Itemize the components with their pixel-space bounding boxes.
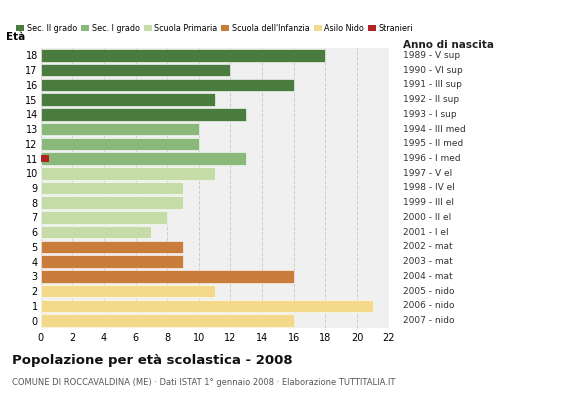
Bar bbox=[41, 93, 215, 106]
Text: Popolazione per età scolastica - 2008: Popolazione per età scolastica - 2008 bbox=[12, 354, 292, 367]
Text: 2002 - mat: 2002 - mat bbox=[403, 242, 453, 252]
Bar bbox=[41, 314, 293, 327]
Text: Anno di nascita: Anno di nascita bbox=[403, 40, 494, 50]
Text: 1991 - III sup: 1991 - III sup bbox=[403, 80, 462, 89]
Bar bbox=[41, 123, 199, 135]
Text: 2005 - nido: 2005 - nido bbox=[403, 287, 455, 296]
Text: 2000 - II el: 2000 - II el bbox=[403, 213, 451, 222]
Bar bbox=[41, 152, 246, 165]
Text: 1989 - V sup: 1989 - V sup bbox=[403, 51, 460, 60]
Text: 1995 - II med: 1995 - II med bbox=[403, 139, 463, 148]
Text: 1992 - II sup: 1992 - II sup bbox=[403, 95, 459, 104]
Text: 1997 - V el: 1997 - V el bbox=[403, 169, 452, 178]
Legend: Sec. II grado, Sec. I grado, Scuola Primaria, Scuola dell'Infanzia, Asilo Nido, : Sec. II grado, Sec. I grado, Scuola Prim… bbox=[16, 24, 413, 33]
Bar bbox=[41, 256, 183, 268]
Bar bbox=[41, 138, 199, 150]
Text: 2006 - nido: 2006 - nido bbox=[403, 301, 455, 310]
Bar bbox=[41, 241, 183, 253]
Text: 1998 - IV el: 1998 - IV el bbox=[403, 184, 455, 192]
Text: 1999 - III el: 1999 - III el bbox=[403, 198, 454, 207]
Bar bbox=[41, 226, 151, 238]
Bar bbox=[41, 49, 325, 62]
Bar bbox=[41, 182, 183, 194]
Text: 1990 - VI sup: 1990 - VI sup bbox=[403, 66, 463, 75]
Bar bbox=[41, 167, 215, 180]
Bar bbox=[41, 108, 246, 120]
Bar bbox=[41, 285, 215, 298]
Bar bbox=[41, 64, 230, 76]
Text: COMUNE DI ROCCAVALDINA (ME) · Dati ISTAT 1° gennaio 2008 · Elaborazione TUTTITAL: COMUNE DI ROCCAVALDINA (ME) · Dati ISTAT… bbox=[12, 378, 395, 387]
Bar bbox=[41, 196, 183, 209]
Text: 2003 - mat: 2003 - mat bbox=[403, 257, 453, 266]
Text: 1993 - I sup: 1993 - I sup bbox=[403, 110, 456, 119]
Bar bbox=[41, 155, 49, 162]
Bar bbox=[41, 300, 373, 312]
Text: Età: Età bbox=[6, 32, 25, 42]
Text: 1996 - I med: 1996 - I med bbox=[403, 154, 461, 163]
Bar bbox=[41, 211, 167, 224]
Text: 2007 - nido: 2007 - nido bbox=[403, 316, 455, 325]
Text: 1994 - III med: 1994 - III med bbox=[403, 124, 466, 134]
Text: 2001 - I el: 2001 - I el bbox=[403, 228, 449, 237]
Bar bbox=[41, 78, 293, 91]
Bar bbox=[41, 270, 293, 283]
Text: 2004 - mat: 2004 - mat bbox=[403, 272, 453, 281]
